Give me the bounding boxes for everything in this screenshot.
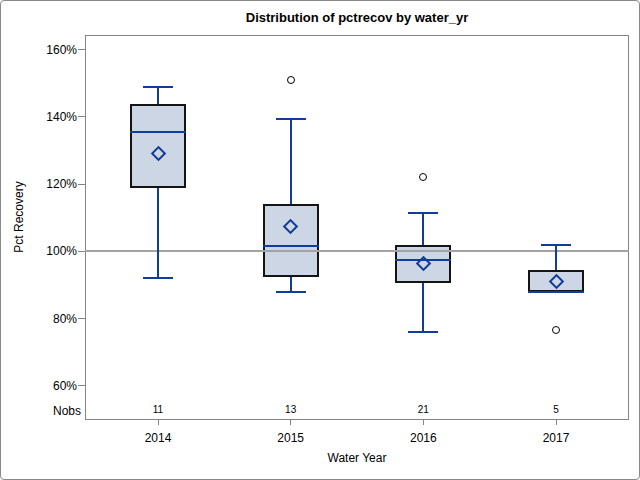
y-tick-label: 140% (31, 110, 77, 124)
nobs-value: 11 (128, 404, 188, 415)
whisker-cap-top (408, 212, 438, 214)
y-axis-title: Pct Recovery (12, 157, 26, 277)
whisker-cap-bottom (408, 331, 438, 333)
y-tick-mark (78, 385, 85, 386)
y-tick-mark (78, 49, 85, 50)
outlier-marker (287, 76, 295, 84)
box-2015 (263, 204, 319, 276)
whisker-cap-top (276, 118, 306, 120)
x-tick-mark (556, 420, 557, 425)
nobs-value: 21 (393, 404, 453, 415)
whisker-line-top (555, 245, 557, 270)
nobs-value: 5 (526, 404, 586, 415)
y-tick-mark (78, 116, 85, 117)
y-tick-label: 100% (31, 244, 77, 258)
nobs-value: 13 (261, 404, 321, 415)
whisker-line-bottom (422, 283, 424, 332)
x-tick-mark (158, 420, 159, 425)
whisker-cap-bottom (143, 277, 173, 279)
whisker-line-bottom (290, 277, 292, 292)
nobs-row-label: Nobs (1, 404, 81, 418)
x-tick-mark (423, 420, 424, 425)
x-tick-label: 2017 (526, 431, 586, 445)
y-tick-label: 60% (31, 379, 77, 393)
chart-title: Distribution of pctrecov by water_yr (85, 10, 629, 25)
y-tick-label: 80% (31, 312, 77, 326)
whisker-line-bottom (157, 188, 159, 279)
y-tick-label: 160% (31, 43, 77, 57)
whisker-cap-bottom (276, 291, 306, 293)
y-tick-mark (78, 184, 85, 185)
x-tick-label: 2015 (261, 431, 321, 445)
whisker-cap-top (143, 86, 173, 88)
chart-canvas: Distribution of pctrecov by water_yr Pct… (0, 0, 640, 480)
refline-100 (85, 250, 629, 252)
y-tick-mark (78, 318, 85, 319)
x-tick-label: 2016 (393, 431, 453, 445)
y-tick-label: 120% (31, 177, 77, 191)
whisker-line-top (157, 87, 159, 104)
median-line (130, 131, 186, 133)
x-tick-label: 2014 (128, 431, 188, 445)
x-axis-title: Water Year (85, 451, 629, 465)
plot-area (85, 35, 629, 420)
whisker-cap-top (541, 244, 571, 246)
median-line (528, 291, 584, 293)
x-tick-mark (290, 420, 291, 425)
y-tick-mark (78, 251, 85, 252)
whisker-line-top (290, 119, 292, 205)
median-line (263, 245, 319, 247)
whisker-line-top (422, 213, 424, 245)
